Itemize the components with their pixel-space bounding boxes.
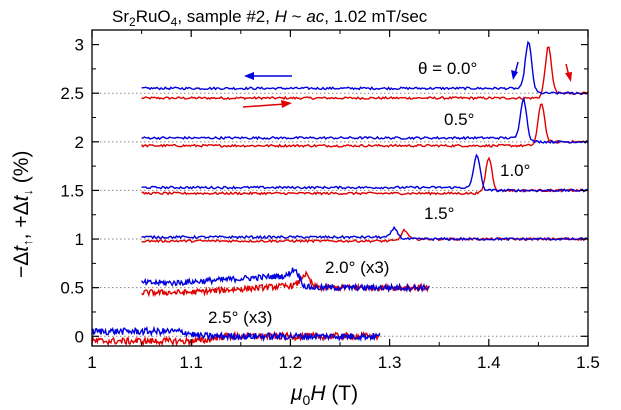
series-up-0 [141, 46, 589, 101]
x-tick-label-1: 1.1 [179, 353, 203, 372]
series-down-3 [141, 225, 589, 242]
arrow-peak-down [511, 61, 519, 80]
title-rest1: , sample #2, [177, 7, 274, 26]
annotation-5: 2.5° (x3) [208, 308, 272, 327]
annotation-2: 1.0° [500, 161, 530, 180]
ylabel-comma: , +Δ [10, 201, 33, 239]
ylabel-unit: (%) [10, 151, 33, 190]
title-tilde: ~ [287, 7, 306, 26]
title-h: H [275, 7, 288, 26]
title-ac: ac [306, 7, 324, 26]
series-up-1 [141, 103, 589, 148]
y-axis-label: −Δt↑, +Δt↓ (%) [10, 151, 35, 278]
y-tick-label-6: 3 [75, 36, 84, 55]
annotation-4: 2.0° (x3) [325, 258, 389, 277]
xlabel-sub0: 0 [303, 392, 311, 408]
y-tick-label-3: 1.5 [60, 181, 84, 200]
ylabel-t2: t [10, 194, 33, 201]
xlabel-unit: (T) [325, 382, 358, 405]
annotation-3: 1.5° [424, 204, 454, 223]
y-tick-label-2: 1 [75, 230, 84, 249]
arrow-peak-up [565, 63, 572, 82]
annotation-0: θ = 0.0° [418, 59, 477, 78]
title-ru: RuO [136, 7, 171, 26]
x-tick-label-2: 1.2 [279, 353, 303, 372]
series-down-4 [141, 267, 430, 293]
chart-title: Sr2RuO4, sample #2, H ~ ac, 1.02 mT/sec [112, 7, 428, 29]
arrow-sweep-up [242, 100, 292, 108]
annotation-1: 0.5° [444, 110, 474, 129]
x-tick-label-3: 1.3 [378, 353, 402, 372]
series-down-0 [141, 40, 589, 96]
title-sub4: 4 [171, 15, 178, 29]
ylabel-t1: t [10, 245, 33, 252]
series-down-2 [141, 153, 589, 193]
series-down-1 [141, 96, 589, 144]
y-tick-label-0: 0 [75, 327, 84, 346]
y-tick-label-4: 2 [75, 133, 84, 152]
title-sr: Sr [112, 7, 129, 26]
ylabel-down: ↓ [20, 189, 35, 196]
x-tick-label-5: 1.5 [576, 353, 600, 372]
x-tick-label-4: 1.4 [477, 353, 501, 372]
series-down-5 [91, 325, 381, 343]
ylabel-up: ↑ [20, 239, 35, 246]
arrow-sweep-down [244, 72, 292, 80]
xlabel-h: H [310, 382, 326, 405]
ylabel-minus: −Δ [10, 252, 33, 278]
x-tick-label-0: 1 [87, 353, 96, 372]
title-sub2: 2 [129, 15, 136, 29]
plot-area [91, 40, 589, 347]
series-up-5 [91, 330, 381, 347]
y-axis: 0 0.5 1 1.5 2 2.5 3 [60, 36, 588, 346]
y-tick-label-5: 2.5 [60, 84, 84, 103]
x-axis-label: μ0H (T) [290, 382, 358, 408]
y-tick-label-1: 0.5 [60, 279, 84, 298]
x-axis: 1 1.1 1.2 1.3 1.4 1.5 [87, 30, 600, 372]
xlabel-mu: μ [290, 382, 303, 405]
title-rest2: , 1.02 mT/sec [324, 7, 427, 26]
